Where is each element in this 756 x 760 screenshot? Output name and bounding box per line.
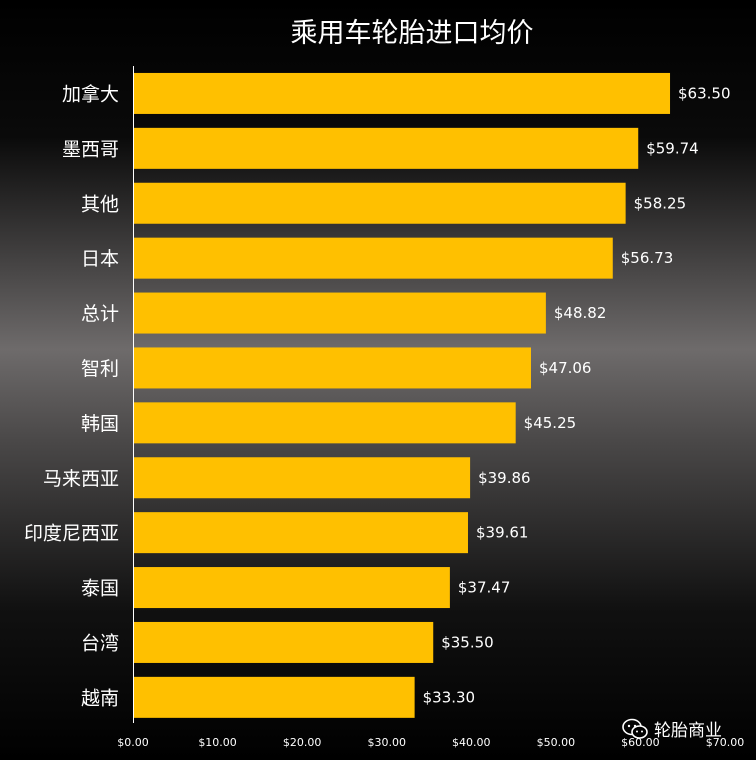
value-label: $39.61: [476, 524, 529, 542]
wechat-icon: [622, 718, 648, 740]
chart-title: 乘用车轮胎进口均价: [291, 18, 534, 49]
x-tick-label: $10.00: [198, 736, 237, 749]
value-label: $35.50: [441, 633, 494, 651]
category-label: 马来西亚: [43, 468, 119, 490]
category-label: 印度尼西亚: [24, 523, 119, 545]
value-label: $47.06: [539, 359, 592, 377]
value-label: $48.82: [554, 304, 607, 322]
bar: [133, 182, 626, 224]
value-label: $58.25: [634, 194, 687, 212]
category-label: 越南: [81, 687, 119, 709]
bar: [133, 127, 639, 169]
value-label: $39.86: [478, 469, 530, 487]
bars-group: [133, 72, 671, 718]
value-label: $45.25: [524, 414, 577, 432]
category-label: 泰国: [81, 578, 119, 600]
category-label: 智利: [81, 358, 119, 380]
category-label: 日本: [81, 248, 119, 270]
bar: [133, 292, 546, 334]
category-label: 其他: [81, 193, 119, 215]
x-tick-label: $30.00: [367, 736, 406, 749]
value-labels-group: $63.50 $59.74 $58.25 $56.73 $48.82 $47.06 $45.…: [423, 84, 731, 706]
bar: [133, 512, 468, 554]
x-axis-ticks-group: $0.00 $10.00 $20.00 $30.00 $40.00 $50.00 $60.0…: [117, 736, 744, 749]
value-label: $63.50: [678, 84, 731, 102]
x-tick-label: $70.00: [706, 736, 745, 749]
category-label: 总计: [81, 303, 119, 325]
bar: [133, 237, 613, 279]
bar: [133, 676, 415, 718]
x-tick-label: $0.00: [117, 736, 149, 749]
bar: [133, 72, 671, 114]
bar: [133, 567, 450, 609]
category-label: 韩国: [81, 413, 119, 435]
value-label: $56.73: [621, 249, 674, 267]
bar: [133, 457, 471, 499]
x-tick-label: $20.00: [283, 736, 322, 749]
category-label: 台湾: [81, 632, 119, 654]
watermark-text: 轮胎商业: [654, 721, 722, 741]
bar: [133, 621, 434, 663]
watermark: 轮胎商业: [622, 716, 722, 741]
x-tick-label: $60.00: [621, 736, 660, 749]
bar: [133, 402, 516, 444]
value-label: $37.47: [458, 579, 511, 597]
category-label: 加拿大: [62, 82, 119, 105]
x-tick-label: $50.00: [537, 736, 576, 749]
bar: [133, 347, 531, 389]
category-label: 墨西哥: [62, 138, 119, 160]
value-label: $59.74: [646, 139, 699, 157]
value-label: $33.30: [423, 688, 476, 706]
x-tick-label: $40.00: [452, 736, 491, 749]
